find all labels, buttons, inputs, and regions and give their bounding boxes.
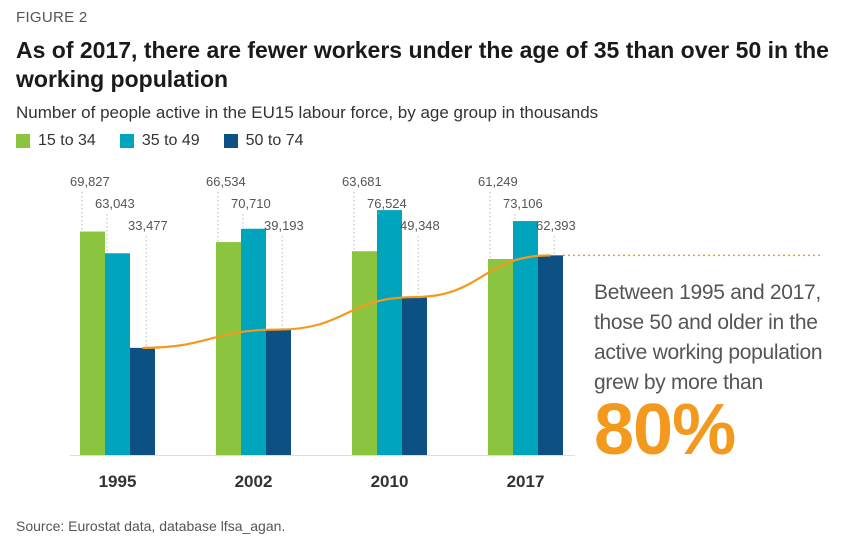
annotation-text: Between 1995 and 2017, those 50 and olde…	[594, 278, 844, 398]
category-label-1995: 1995	[99, 472, 137, 491]
legend-swatch-15-34	[16, 134, 30, 148]
legend-item-35-49: 35 to 49	[119, 132, 200, 150]
category-label-2010: 2010	[371, 472, 409, 491]
data-label-2017-35-to-49: 73,106	[503, 196, 543, 211]
legend-label-35-49: 35 to 49	[141, 132, 200, 149]
data-label-2010-35-to-49: 76,524	[367, 196, 407, 211]
category-label-2002: 2002	[235, 472, 273, 491]
data-label-2002-15-to-34: 66,534	[206, 174, 246, 189]
figure-label: FIGURE 2	[16, 9, 88, 26]
data-label-2002-35-to-49: 70,710	[231, 196, 271, 211]
legend-swatch-50-74	[223, 134, 238, 148]
bar-2017-15-to-34	[488, 259, 513, 455]
source-note: Source: Eurostat data, database lfsa_aga…	[16, 518, 286, 534]
data-label-1995-15-to-34: 69,827	[70, 174, 110, 189]
legend: 15 to 34 35 to 49 50 to 74	[16, 132, 303, 150]
data-label-2017-15-to-34: 61,249	[478, 174, 518, 189]
legend-swatch-35-49	[119, 134, 134, 148]
category-label-2017: 2017	[507, 472, 545, 491]
bar-2002-35-to-49	[241, 228, 266, 455]
annotation-line-3: active working population	[594, 341, 823, 364]
legend-item-50-74: 50 to 74	[223, 132, 304, 150]
data-label-2010-15-to-34: 63,681	[342, 174, 382, 189]
bar-1995-35-to-49	[105, 253, 130, 455]
legend-label-15-34: 15 to 34	[38, 132, 96, 149]
legend-item-15-34: 15 to 34	[16, 132, 96, 150]
annotation-line-1: Between 1995 and 2017,	[594, 281, 821, 304]
bar-2010-15-to-34	[352, 251, 377, 455]
legend-label-50-74: 50 to 74	[245, 132, 304, 149]
bar-2010-50-to-74	[402, 297, 427, 455]
bar-chart: 69,827 63,043 33,477 1995 66,534 70,710 39,193…	[70, 174, 820, 491]
data-label-2017-50-to-74: 62,393	[536, 218, 576, 233]
bar-1995-50-to-74	[130, 347, 155, 455]
annotation-line-4: grew by more than	[594, 371, 763, 394]
chart-title: As of 2017, there are fewer workers unde…	[16, 37, 829, 92]
data-label-1995-35-to-49: 63,043	[95, 196, 135, 211]
bar-2017-50-to-74	[538, 255, 563, 455]
bar-2002-50-to-74	[266, 329, 291, 455]
growth-percentage: 80%	[594, 390, 736, 470]
trend-line	[142, 254, 551, 349]
bar-1995-15-to-34	[80, 231, 105, 455]
data-label-2010-50-to-74: 49,348	[400, 218, 440, 233]
annotation-line-2: those 50 and older in the	[594, 311, 818, 334]
data-label-2002-50-to-74: 39,193	[264, 218, 304, 233]
chart-subtitle: Number of people active in the EU15 labo…	[16, 103, 599, 122]
bar-2010-35-to-49	[377, 210, 402, 455]
bar-2002-15-to-34	[216, 242, 241, 455]
data-label-1995-50-to-74: 33,477	[128, 218, 168, 233]
